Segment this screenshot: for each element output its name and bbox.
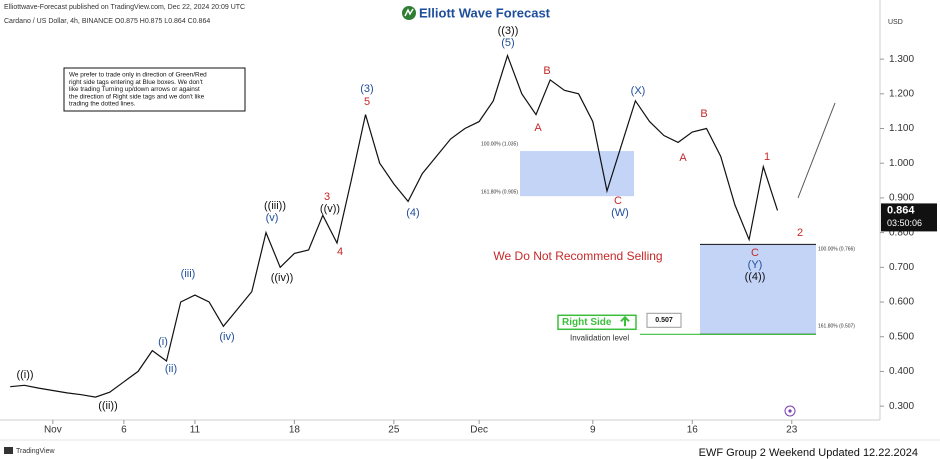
y-tick-label: 0.700 [889, 262, 914, 273]
wave-label: ((3)) [498, 25, 519, 37]
note-line: like trading Turning up/down arrows or a… [69, 86, 200, 93]
brand-icon [4, 447, 13, 454]
wave-label: (X) [631, 85, 646, 97]
x-tick-label: 11 [190, 425, 201, 436]
note-line: right side tags entering at Blue boxes. … [69, 79, 203, 86]
logo: Elliott Wave Forecast [419, 5, 551, 20]
wave-label: A [534, 122, 542, 134]
wave-label: 5 [364, 96, 370, 108]
wave-label: (4) [406, 207, 419, 219]
x-tick-label: Nov [44, 425, 62, 436]
wave-label: A [679, 152, 687, 164]
x-tick-label: 6 [121, 425, 127, 436]
fib-label: 161.80% (0.507) [818, 324, 855, 330]
price-line [10, 53, 779, 398]
wave-label: ((v)) [320, 203, 340, 215]
symbol: Cardano / US Dollar, 4h, BINANCE O0.875 … [4, 18, 210, 25]
note-line: the direction of Right side tags and we … [69, 93, 205, 100]
wave-label: (W) [611, 207, 629, 219]
y-tick-label: 0.800 [889, 227, 914, 238]
right-side-tag [557, 314, 637, 331]
wave-label: 2 [797, 227, 803, 239]
wave-label: (Y) [748, 259, 763, 271]
fib-label: 100.00% (0.766) [818, 247, 855, 253]
marker-dot [788, 409, 792, 413]
footer-brand: TradingView [16, 448, 55, 455]
invalidation-text: Invalidation level [570, 333, 629, 342]
y-tick-label: 0.500 [889, 331, 914, 342]
invalidation-price-box [646, 312, 682, 328]
note-box [63, 67, 246, 112]
wave-label: ((ii)) [98, 400, 118, 412]
y-tick-label: 1.100 [889, 123, 914, 134]
wave-label: (i) [158, 336, 168, 348]
last-price: 0.864 [887, 204, 915, 216]
y-tick-label: 0.400 [889, 366, 914, 377]
wave-label: C [614, 195, 622, 207]
y-tick-label: 1.200 [889, 88, 914, 99]
warning: We Do Not Recommend Selling [493, 249, 662, 263]
logo-wave [404, 8, 414, 17]
y-tick-label: 1.000 [889, 158, 914, 169]
right-side-text: Right Side [562, 317, 612, 328]
x-tick-label: 18 [289, 425, 301, 436]
wave-label: (v) [266, 212, 279, 224]
note-line: We prefer to trade only in direction of … [69, 72, 207, 79]
x-tick-label: Dec [470, 425, 488, 436]
y-tick-label: 0.900 [889, 193, 914, 204]
x-tick-label: 16 [687, 425, 699, 436]
wave-label: ((iv)) [271, 272, 294, 284]
wave-label: (3) [360, 83, 373, 95]
wave-label: C [751, 247, 759, 259]
y-tick-label: 0.300 [889, 401, 914, 412]
fib-label: 161.80% (0.905) [481, 190, 518, 196]
footer-update: EWF Group 2 Weekend Updated 12.22.2024 [699, 447, 918, 459]
wave-label: 4 [337, 246, 343, 258]
target-zone [700, 244, 816, 335]
price-group [10, 53, 779, 398]
wave-label: 3 [324, 191, 330, 203]
target-zone [520, 151, 634, 197]
last-price-box [881, 203, 937, 232]
wave-label: B [543, 65, 550, 77]
wave-label: (iv) [219, 331, 234, 343]
wave-label: ((i)) [16, 369, 33, 381]
wave-label: ((iii)) [264, 200, 286, 212]
x-tick-label: 9 [590, 425, 596, 436]
wave-label: B [700, 108, 707, 120]
note-line: trading the dotted lines. [69, 100, 136, 107]
projection-line [797, 102, 836, 199]
x-tick-label: 25 [388, 425, 400, 436]
wave-label: (ii) [165, 363, 177, 375]
wave-label: (iii) [181, 268, 196, 280]
wave-label: ((4)) [745, 271, 766, 283]
marker-icon [784, 405, 796, 417]
invalidation-price: 0.507 [655, 317, 673, 324]
y-tick-label: 0.600 [889, 297, 914, 308]
countdown: 03:50:06 [887, 218, 922, 228]
x-tick-label: 23 [786, 425, 798, 436]
currency: USD [888, 19, 903, 26]
up-arrow [620, 315, 630, 327]
fib-label: 100.00% (1.035) [481, 141, 518, 147]
wave-label: (5) [501, 37, 514, 49]
wave-label: 1 [764, 151, 770, 163]
publisher: Elliottwave-Forecast published on Tradin… [4, 4, 245, 11]
y-tick-label: 1.300 [889, 54, 914, 65]
